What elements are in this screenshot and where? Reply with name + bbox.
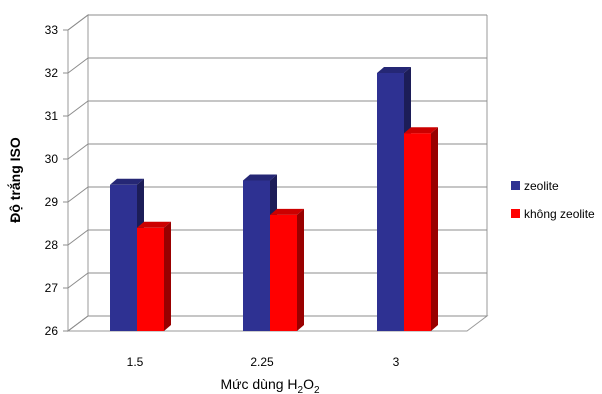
y-axis-title: Độ trắng ISO	[6, 137, 23, 223]
y-tick-labels: 26 27 28 29 30 31 32 33	[45, 23, 59, 338]
y-tick-label: 29	[45, 195, 59, 209]
bar-không-zeolite-1.5	[137, 221, 171, 331]
gridline	[67, 14, 487, 31]
y-tick-label: 32	[45, 66, 59, 80]
y-tick-label: 30	[45, 152, 59, 166]
y-tick-label: 26	[45, 324, 59, 338]
gridline	[67, 143, 487, 160]
gridline	[67, 272, 487, 289]
x-tick-label: 1.5	[127, 355, 144, 369]
x-axis-title: Mức dùng H2O2	[220, 376, 320, 394]
x-tick-label: 2.25	[250, 355, 274, 369]
legend-label: không zeolite	[524, 207, 595, 221]
gridline	[67, 229, 487, 246]
gridlines	[63, 14, 487, 332]
legend-swatch	[511, 209, 520, 218]
bar-không-zeolite-3	[404, 127, 438, 331]
gridline	[67, 57, 487, 74]
bar-không-zeolite-2.25	[270, 208, 304, 331]
side-wall	[67, 14, 89, 332]
legend: zeolite không zeolite	[511, 179, 595, 221]
legend-label: zeolite	[524, 179, 559, 193]
gridline	[67, 315, 487, 332]
y-tick-label: 33	[45, 23, 59, 37]
bars	[110, 67, 438, 331]
y-tick-label: 31	[45, 109, 59, 123]
gridline	[67, 186, 487, 203]
y-tick-label: 27	[45, 281, 59, 295]
legend-swatch	[511, 181, 520, 190]
y-tick-label: 28	[45, 238, 59, 252]
gridline	[67, 100, 487, 117]
x-tick-labels: 1.5 2.25 3	[127, 355, 400, 369]
x-tick-label: 3	[393, 355, 400, 369]
